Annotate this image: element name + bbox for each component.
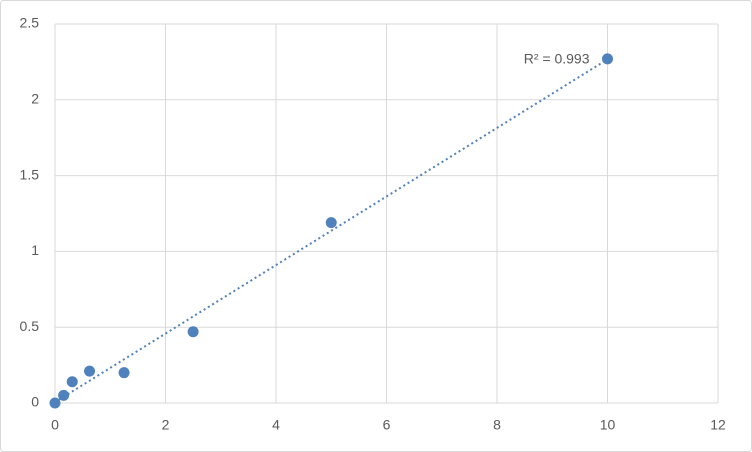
x-tick-label: 8 [493,417,501,433]
annotation: R² = 0.993 [524,51,590,67]
x-tick-label: 6 [383,417,391,433]
point [58,389,70,401]
y-tick-label: 1 [31,242,39,258]
y-tick-label: 2.5 [20,15,40,31]
x-tick-label: 10 [600,417,616,433]
point [187,326,199,338]
point [49,397,61,409]
y-tick-label: 0.5 [20,318,40,334]
y-tick-label: 0 [31,394,39,410]
y-tick-label: 1.5 [20,166,40,182]
point [602,53,613,65]
y-tick-label: 2 [31,91,39,107]
x-tick-label: 2 [162,417,170,433]
point [84,365,96,377]
trendline [54,58,609,404]
x-tick-label: 4 [272,417,280,433]
point [325,217,337,229]
point [66,376,78,388]
point [118,367,130,379]
x-tick-label: 0 [51,417,59,433]
x-tick-label: 12 [710,417,726,433]
